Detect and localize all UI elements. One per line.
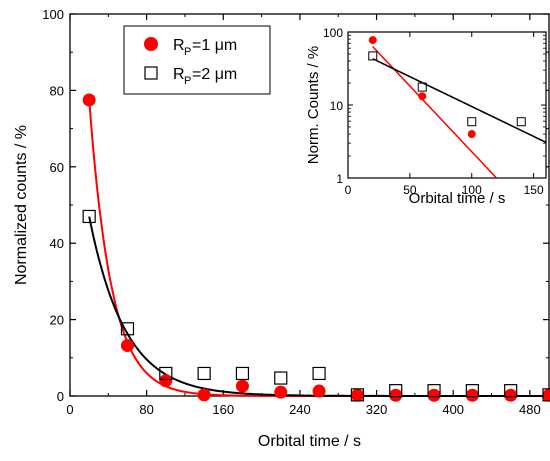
x-tick-label: 400 [442, 402, 464, 417]
y-tick-label: 0 [57, 389, 64, 404]
inset-data-point-series-1 [467, 130, 476, 139]
data-point-series-2 [197, 366, 211, 381]
inset-x-tick-label: 0 [345, 183, 352, 197]
data-point-series-2 [274, 371, 288, 385]
data-point-series-2 [427, 384, 441, 398]
fit-curve-series-2 [88, 216, 549, 397]
legend-label-rest: =2 μm [192, 66, 237, 83]
legend-label-main: R [173, 66, 185, 83]
data-point-series-1 [274, 385, 288, 399]
data-point-series-2 [120, 322, 135, 336]
inset-y-tick-label: 1 [336, 172, 343, 186]
inset-data-point-series-2 [516, 117, 526, 127]
data-point-series-2 [504, 384, 518, 398]
data-point-series-2 [159, 366, 173, 381]
data-point-series-1 [159, 374, 173, 388]
legend-label-rest: =1 μm [192, 37, 237, 54]
x-axis-label: Orbital time / s [258, 433, 361, 450]
data-point-series-1 [350, 388, 364, 402]
data-point-series-1 [542, 388, 550, 402]
inset-x-axis-label: Orbital time / s [409, 190, 506, 207]
data-point-series-2 [350, 388, 364, 402]
x-tick-label: 240 [289, 402, 311, 417]
data-point-series-1 [465, 388, 479, 402]
x-tick-label: 320 [366, 402, 388, 417]
inset-data-point-series-1 [368, 36, 377, 45]
data-point-series-1 [427, 388, 441, 402]
inset-x-tick-label: 150 [524, 183, 544, 197]
inset-data-point-series-2 [368, 51, 378, 61]
data-point-series-1 [312, 384, 326, 398]
data-point-series-1 [120, 339, 134, 353]
data-point-series-1 [197, 388, 211, 402]
y-tick-label: 80 [50, 83, 64, 98]
data-point-series-2 [542, 388, 550, 402]
legend-label-subscript: P [184, 46, 191, 58]
inset-x-tick-label: 100 [462, 183, 482, 197]
inset-y-tick-label: 100 [323, 26, 343, 40]
y-tick-label: 40 [50, 236, 64, 251]
data-point-series-1 [82, 93, 96, 107]
inset-frame [347, 31, 547, 179]
y-tick-label: 60 [50, 160, 64, 175]
x-tick-label: 160 [212, 402, 234, 417]
x-tick-label: 0 [66, 402, 73, 417]
inset-data-point-series-2 [467, 117, 477, 127]
legend-marker-series-1 [144, 37, 158, 51]
inset-y-tick-label: 10 [330, 99, 344, 113]
data-point-series-2 [235, 366, 250, 381]
data-point-series-1 [389, 388, 403, 402]
legend-label-subscript: P [184, 75, 191, 87]
legend-label-main: R [173, 37, 185, 54]
y-tick-label: 100 [42, 7, 64, 22]
x-tick-label: 80 [139, 402, 153, 417]
y-axis-label: Normalized counts / % [13, 125, 30, 285]
inset-x-tick-label: 50 [403, 183, 417, 197]
inset-data-point-series-2 [417, 82, 427, 92]
legend-marker-series-2 [144, 66, 158, 80]
inset-y-axis-label: Norm. Counts / % [305, 46, 322, 164]
data-point-series-2 [312, 366, 326, 381]
legend: R P =1 μmR P =2 μm [123, 25, 271, 95]
data-point-series-1 [504, 388, 518, 402]
data-point-series-2 [389, 384, 403, 398]
x-tick-label: 480 [519, 402, 541, 417]
data-point-series-2 [465, 384, 479, 398]
legend-box [123, 25, 271, 95]
data-point-series-1 [235, 379, 249, 393]
y-tick-label: 20 [50, 313, 64, 328]
inset-fit-line-series-2 [372, 58, 546, 144]
inset-data-point-series-1 [418, 92, 427, 101]
data-point-series-2 [82, 209, 96, 224]
